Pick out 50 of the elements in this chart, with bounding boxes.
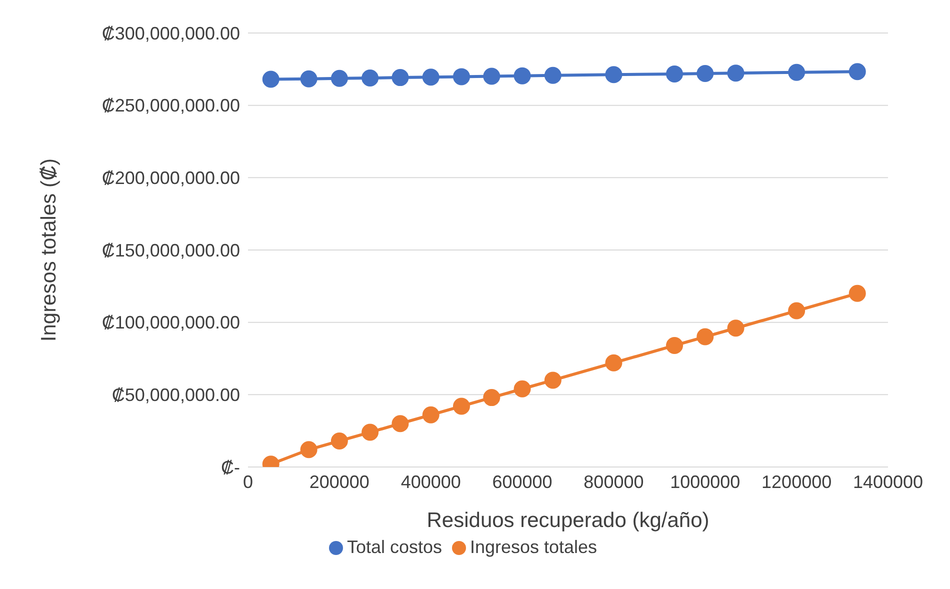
legend-label: Ingresos totales	[470, 537, 598, 557]
y-axis-title: Ingresos totales (₡)	[37, 158, 60, 342]
y-tick-label: ₡250,000,000.00	[102, 96, 240, 116]
x-tick-label: 0	[242, 472, 254, 492]
point	[362, 424, 379, 441]
point	[848, 63, 866, 80]
point	[605, 66, 622, 84]
point	[696, 328, 714, 346]
point	[422, 406, 440, 424]
point	[392, 415, 409, 432]
y-tick-label: ₡150,000,000.00	[102, 240, 240, 260]
point	[666, 336, 684, 354]
x-tick-label: 400000	[400, 472, 461, 492]
x-tick-label: 1000000	[670, 472, 740, 492]
point	[362, 69, 379, 86]
point	[262, 70, 280, 88]
x-tick-label: 1200000	[762, 472, 832, 492]
point	[300, 441, 318, 458]
point	[452, 398, 470, 415]
point	[483, 68, 500, 85]
y-tick-label: ₡200,000,000.00	[102, 168, 240, 188]
x-axis-title: Residuos recuperado (kg/año)	[426, 509, 710, 532]
y-tick-label: ₡-	[221, 457, 240, 478]
point	[727, 320, 744, 337]
point	[848, 284, 866, 302]
point	[666, 65, 684, 82]
y-tick-label: ₡300,000,000.00	[102, 23, 240, 44]
point	[300, 70, 318, 88]
x-tick-label: 1400000	[852, 472, 924, 492]
x-tick-label: 800000	[584, 472, 644, 492]
point	[605, 354, 622, 372]
point	[514, 380, 531, 398]
point	[330, 432, 348, 450]
point	[544, 372, 562, 389]
y-tick-label: ₡100,000,000.00	[102, 312, 240, 333]
point	[788, 302, 806, 320]
point	[727, 64, 744, 82]
legend-label: Total costos	[346, 537, 442, 557]
point	[422, 68, 440, 86]
x-tick-label: 200000	[309, 472, 370, 492]
point	[544, 66, 562, 84]
point	[330, 70, 348, 87]
point	[392, 69, 409, 86]
x-tick-label: 600000	[492, 472, 552, 492]
y-tick-label: ₡50,000,000.00	[112, 385, 240, 406]
point	[483, 389, 500, 406]
point	[696, 65, 714, 82]
point	[514, 67, 531, 84]
point	[788, 64, 806, 81]
point	[452, 68, 470, 86]
